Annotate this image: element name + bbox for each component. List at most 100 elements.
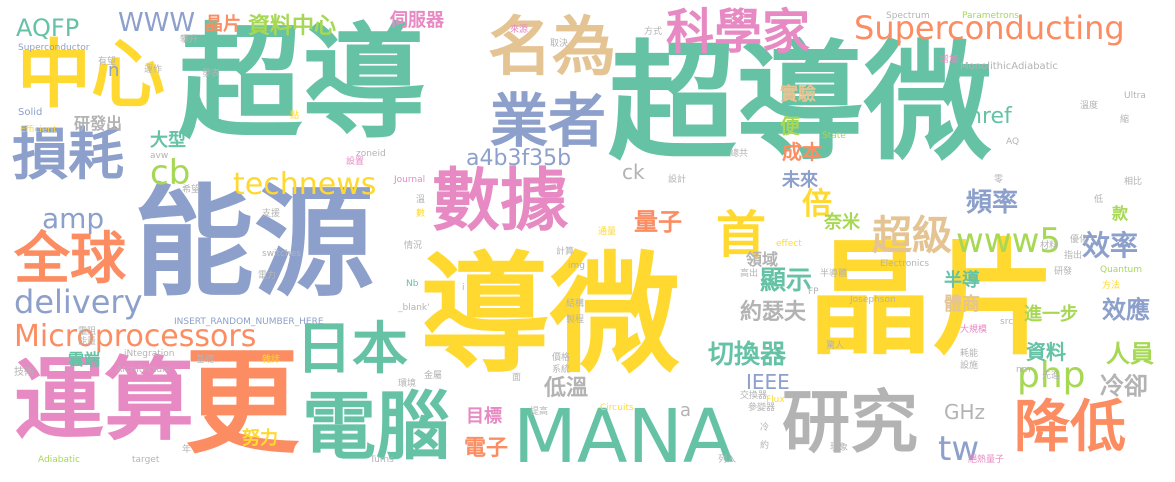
word-cb: cb [150,153,191,193]
word-diannao: 電腦 [302,384,450,470]
word-solid: Solid [18,107,43,118]
word-qujue: 取決 [550,39,569,49]
word-kuan: 款 [1112,204,1129,223]
word-yue: 約 [760,441,770,451]
word-daxing: 大型 [150,130,186,151]
word-jingren: 驚人 [826,341,845,351]
word-nb: Nb [406,279,419,289]
word-ultra: Ultra [1124,91,1146,101]
word-renyuan: 人員 [1106,340,1154,368]
word-ck: ck [622,160,645,184]
word-xianjin: 先進 [1042,371,1061,381]
word-bian: 便 [780,114,800,138]
word-diwen: 低溫 [544,376,589,401]
word-jichu: 基礎 [196,355,215,365]
word-shiyan: 實驗 [780,84,816,105]
word-jingpian-large: 晶片 [808,228,1057,372]
word-tigao: 提高 [530,407,549,417]
word-ziliao: 資料 [1026,340,1066,364]
word-xitong: 系統 [552,365,571,375]
word-jiaohuanqi: 交換器 [740,391,768,401]
word-state: State [822,131,846,141]
word-shuju: 數據 [432,162,569,241]
word-suo: 縮 [1120,115,1130,125]
word-liangzi: 量子 [634,208,682,236]
word-chaoji: 超級 [872,213,952,259]
word-yanjiu: 研究 [782,384,919,463]
word-ziliaozhongxin: 資料中心 [248,14,337,39]
word-php: php [1017,355,1086,396]
word-yunduan: 雲端 [68,350,101,369]
word-weilai: 未來 [782,170,818,191]
word-delivery: delivery [14,283,143,321]
word-i: i [462,283,465,293]
word-img: img [568,261,585,271]
word-www: WWW [118,8,196,38]
word-xianshi: 顯示 [760,266,813,296]
word-xiwang: 希望 [182,185,201,195]
word-insert-random-number: INSERT_RANDOM_NUMBER_HERE [174,317,324,327]
word-bandao: 半導 [944,270,980,291]
word-jishu: 技術 [14,367,34,378]
word-zhichu: 指出 [1064,251,1083,261]
word-shu: 數 [416,209,426,219]
word-xiangbi: 相比 [1124,177,1143,187]
word-monolithicadiabatic: MonolithicAdiabatic [960,61,1058,72]
word-fangshi: 方式 [644,27,663,37]
word-nengliang: 能量 [78,337,97,347]
word-jiangdi: 降低 [1014,395,1126,460]
word-fangfa: 方法 [1102,281,1121,291]
word-effect: effect [776,239,802,249]
word-mian: 面 [512,373,522,383]
word-avw: avw [150,151,169,161]
word-lengque: 冷卻 [1100,372,1148,400]
word-ghz: GHz [944,400,986,424]
word-sheshi: 設施 [960,361,979,371]
word-pansheng: 攀升 [180,35,199,45]
word-href: href [968,104,1012,129]
word-xianxiang: 現象 [830,443,849,453]
word-amp: amp [42,202,105,235]
word-lingyu: 領域 [746,250,779,269]
word-lieru: 列入 [718,455,737,465]
word-riben: 日本 [296,317,408,382]
word-chengben: 成本 [782,140,822,164]
word-tishang: 體商 [944,294,980,315]
word-ling: 零 [994,175,1004,185]
word-mubiao: 目標 [466,406,502,427]
word-aqfp: AQFP [16,14,80,42]
word-tw: tw [938,429,980,469]
word-nuli: 努力 [242,428,278,449]
word-youwang: 有望 [98,57,117,67]
word-canbianqi: 參變器 [748,403,776,413]
word-sunhao: 損耗 [12,123,124,188]
word-zhongxin: 中心 [17,32,165,118]
word-yezhe: 業者 [490,87,607,155]
word-fabiao: 發表 [202,69,221,79]
word-bei: 倍 [802,187,832,222]
word-blank: _blank' [398,303,430,313]
word-yanfa: 研發 [1054,267,1073,277]
word-efficient: Efficient [20,125,57,135]
word-leng: 冷 [760,423,770,433]
word-shezhi: 設置 [346,157,365,167]
word-nm: nm [1016,365,1031,375]
word-mingwei: 名為 [488,11,616,85]
word-juereliangzi: 絕熱量子 [968,455,1005,465]
word-cailiao: 材料 [1040,241,1059,251]
word-daowei: 導微 [420,239,681,391]
word-parametrons: Parametrons [962,11,1019,21]
word-daguimo: 大規模 [960,325,988,335]
word-nian: 年 [182,445,192,455]
word-src: src [1000,317,1014,327]
word-fuwuqi: 伺服器 [390,10,444,31]
word-youhua: 優化 [1070,235,1089,245]
word-pinlu: 頻率 [966,188,1019,218]
word-yunzuo: 運作 [144,65,163,75]
word-yunsuan: 運算 [14,348,194,453]
word-technews: technews [233,167,377,202]
word-wen: 溫 [416,195,426,205]
word-flux: Flux [766,395,785,405]
word-n: n [108,60,120,81]
